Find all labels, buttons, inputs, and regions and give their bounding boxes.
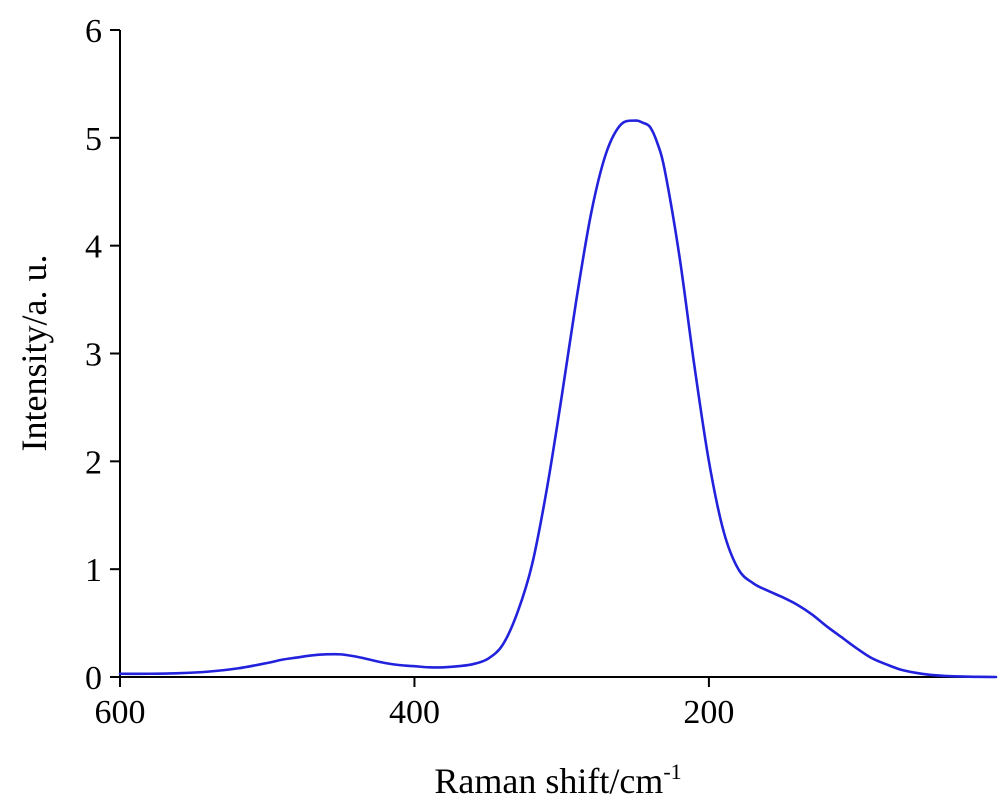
series-group — [118, 119, 998, 679]
axes — [119, 30, 996, 678]
y-tick-label: 5 — [85, 121, 102, 158]
y-tick-label: 3 — [85, 337, 102, 374]
x-tick-label: 400 — [389, 694, 440, 731]
y-tick-label: 2 — [85, 444, 102, 481]
x-axis-title-superscript: -1 — [663, 759, 681, 784]
y-tick-label: 0 — [85, 660, 102, 697]
y-axis-title: Intensity/a. u. — [14, 255, 54, 452]
y-tick-label: 1 — [85, 552, 102, 589]
x-axis-title-main: Raman shift/cm — [434, 761, 663, 801]
y-ticks: 0 1 2 3 4 5 6 — [85, 13, 120, 697]
x-tick-label: 600 — [95, 694, 146, 731]
series-line — [118, 119, 998, 679]
y-tick-label: 4 — [85, 229, 102, 266]
x-ticks: 600 400 200 — [95, 677, 734, 731]
x-tick-label: 200 — [683, 694, 734, 731]
y-tick-label: 6 — [85, 13, 102, 50]
x-axis-title: Raman shift/cm-1 — [434, 759, 681, 801]
